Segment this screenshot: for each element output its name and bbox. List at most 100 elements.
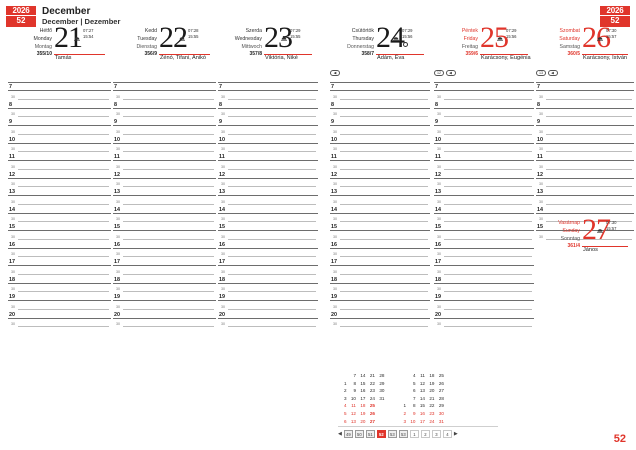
mini-day-cell[interactable]: 11 (351, 403, 356, 409)
hour-row[interactable]: 17 30 (113, 257, 216, 275)
week-number-box[interactable]: 53 (398, 430, 408, 438)
hour-row[interactable]: 14 30 (434, 205, 534, 223)
mini-day-cell[interactable]: 27 (438, 388, 444, 394)
mini-day-cell[interactable]: 18 (360, 403, 366, 409)
hour-row[interactable]: 8 30 (8, 100, 111, 118)
mini-day-cell[interactable]: 7 (353, 373, 356, 378)
hour-row[interactable]: 10 30 (218, 135, 318, 153)
mini-day-cell[interactable]: 15 (360, 380, 366, 386)
hour-row[interactable]: 20 30 (330, 310, 430, 328)
mini-day-cell[interactable]: 15 (419, 403, 425, 409)
mini-day-cell[interactable]: 17 (360, 395, 366, 401)
mini-day-cell[interactable]: 9 (412, 410, 416, 416)
hour-grid[interactable]: 7 30 8 30 9 30 10 30 11 30 12 30 13 30 14 30 15 30 (536, 82, 634, 240)
january-mini[interactable]: 1 2 3 4 5 6 7 8 9 10 11 12 13 14 15 16 17 18 19 20 21 22 23 24 2… (398, 372, 446, 425)
mini-day-cell[interactable]: 18 (429, 373, 435, 378)
hour-row[interactable]: 7 30 (330, 82, 430, 100)
hour-row[interactable]: 12 30 (330, 170, 430, 188)
week-number-box[interactable]: 2 (420, 430, 430, 438)
mini-day-cell[interactable]: 2 (403, 410, 406, 416)
hour-row[interactable]: 12 30 (8, 170, 111, 188)
hour-row[interactable]: 12 30 (536, 170, 634, 188)
day-column-monday[interactable]: Hétfő Monday Montag 355/10 21 Tamás 07:27 15:54… (8, 21, 111, 327)
mini-day-cell[interactable]: 28 (379, 373, 385, 378)
next-week-arrow-icon[interactable]: ▶ (453, 431, 458, 437)
hour-row[interactable]: 20 30 (434, 310, 534, 328)
hour-row[interactable]: 8 30 (536, 100, 634, 118)
hour-row[interactable]: 16 30 (8, 240, 111, 258)
mini-day-cell[interactable]: 20 (360, 418, 366, 424)
mini-day-cell[interactable]: 31 (438, 418, 444, 424)
hour-row[interactable]: 15 30 (330, 222, 430, 240)
mini-day-cell[interactable]: 29 (379, 380, 385, 386)
week-number-strip[interactable]: ◀ 49 50 51 52 53 53 1 2 3 4 ▶ (338, 430, 458, 438)
hour-row[interactable]: 13 30 (536, 187, 634, 205)
mini-day-cell[interactable]: 21 (369, 373, 375, 378)
hour-row[interactable]: 14 30 (330, 205, 430, 223)
mini-day-cell[interactable]: 10 (350, 395, 356, 401)
mini-day-cell[interactable]: 16 (419, 410, 425, 416)
week-number-box[interactable]: 50 (354, 430, 364, 438)
mini-day-cell[interactable]: 1 (343, 380, 347, 386)
mini-day-cell[interactable]: 24 (429, 418, 435, 424)
mini-day-cell[interactable]: 30 (438, 410, 444, 416)
mini-day-cell[interactable]: 16 (360, 388, 366, 394)
hour-row[interactable]: 15 30 (218, 222, 318, 240)
hour-row[interactable]: 12 30 (434, 170, 534, 188)
mini-day-cell[interactable]: 6 (343, 418, 347, 424)
hour-row[interactable]: 13 30 (330, 187, 430, 205)
hour-row[interactable]: 11 30 (113, 152, 216, 170)
mini-day-cell[interactable]: 12 (419, 380, 425, 386)
hour-row[interactable]: 10 30 (536, 135, 634, 153)
hour-row[interactable]: 17 30 (330, 257, 430, 275)
hour-row[interactable]: 7 30 (8, 82, 111, 100)
hour-row[interactable]: 16 30 (113, 240, 216, 258)
mini-day-cell[interactable]: 30 (379, 388, 385, 394)
week-number-box[interactable]: 52 (376, 430, 386, 438)
mini-day-cell[interactable]: 9 (353, 388, 356, 394)
mini-day-cell[interactable]: 4 (343, 403, 347, 409)
mini-day-cell[interactable]: 25 (438, 373, 444, 378)
hour-grid[interactable]: 7 30 8 30 9 30 10 30 11 30 12 30 13 30 14 30 15 30 16 30 17 3… (218, 82, 318, 327)
hour-row[interactable]: 18 30 (8, 275, 111, 293)
mini-day-cell[interactable]: 21 (429, 395, 435, 401)
hour-row[interactable]: 12 30 (113, 170, 216, 188)
hour-grid[interactable]: 7 30 8 30 9 30 10 30 11 30 12 30 13 30 14 30 15 30 16 30 17 3… (8, 82, 111, 327)
mini-day-cell[interactable]: 31 (379, 395, 385, 401)
day-column-saturday[interactable]: Szombat Saturday Samstag 360/5 26 Karácsony, … (536, 21, 634, 240)
hour-row[interactable]: 9 30 (8, 117, 111, 135)
hour-row[interactable]: 9 30 (536, 117, 634, 135)
mini-day-cell[interactable]: 13 (350, 418, 356, 424)
mini-day-cell[interactable]: 26 (369, 410, 375, 416)
hour-row[interactable]: 11 30 (434, 152, 534, 170)
hour-grid[interactable]: 7 30 8 30 9 30 10 30 11 30 12 30 13 30 14 30 15 30 16 30 17 3… (434, 82, 534, 327)
mini-day-cell[interactable]: 23 (429, 410, 435, 416)
mini-day-cell[interactable]: 23 (369, 388, 375, 394)
hour-row[interactable]: 10 30 (434, 135, 534, 153)
hour-row[interactable]: 18 30 (218, 275, 318, 293)
hour-row[interactable]: 13 30 (434, 187, 534, 205)
mini-day-cell[interactable]: 29 (438, 403, 444, 409)
hour-row[interactable]: 9 30 (218, 117, 318, 135)
hour-grid[interactable]: 7 30 8 30 9 30 10 30 11 30 12 30 13 30 14 30 15 30 16 30 17 3… (330, 82, 430, 327)
hour-row[interactable]: 13 30 (218, 187, 318, 205)
hour-row[interactable]: 12 30 (218, 170, 318, 188)
hour-row[interactable]: 14 30 (8, 205, 111, 223)
hour-row[interactable]: 19 30 (434, 292, 534, 310)
mini-day-cell[interactable]: 19 (360, 410, 366, 416)
hour-row[interactable]: 13 30 (8, 187, 111, 205)
hour-grid[interactable]: 7 30 8 30 9 30 10 30 11 30 12 30 13 30 14 30 15 30 16 30 17 3… (113, 82, 216, 327)
hour-row[interactable]: 17 30 (218, 257, 318, 275)
day-column-thursday[interactable]: Csütörtök Thursday Donnerstag 358/7 24 Ádám, … (330, 21, 430, 327)
mini-day-cell[interactable]: 19 (429, 380, 435, 386)
hour-row[interactable]: 16 30 (218, 240, 318, 258)
mini-day-cell[interactable]: 4 (412, 373, 416, 378)
prev-week-arrow-icon[interactable]: ◀ (338, 431, 342, 437)
hour-row[interactable]: 11 30 (330, 152, 430, 170)
mini-day-cell[interactable]: 11 (420, 373, 425, 378)
hour-row[interactable]: 19 30 (218, 292, 318, 310)
mini-day-cell[interactable]: 8 (412, 403, 416, 409)
day-column-wednesday[interactable]: Szerda Wednesday Mittwoch 357/8 23 Viktória, … (218, 21, 318, 327)
hour-row[interactable]: 20 30 (113, 310, 216, 328)
hour-row[interactable]: 10 30 (113, 135, 216, 153)
